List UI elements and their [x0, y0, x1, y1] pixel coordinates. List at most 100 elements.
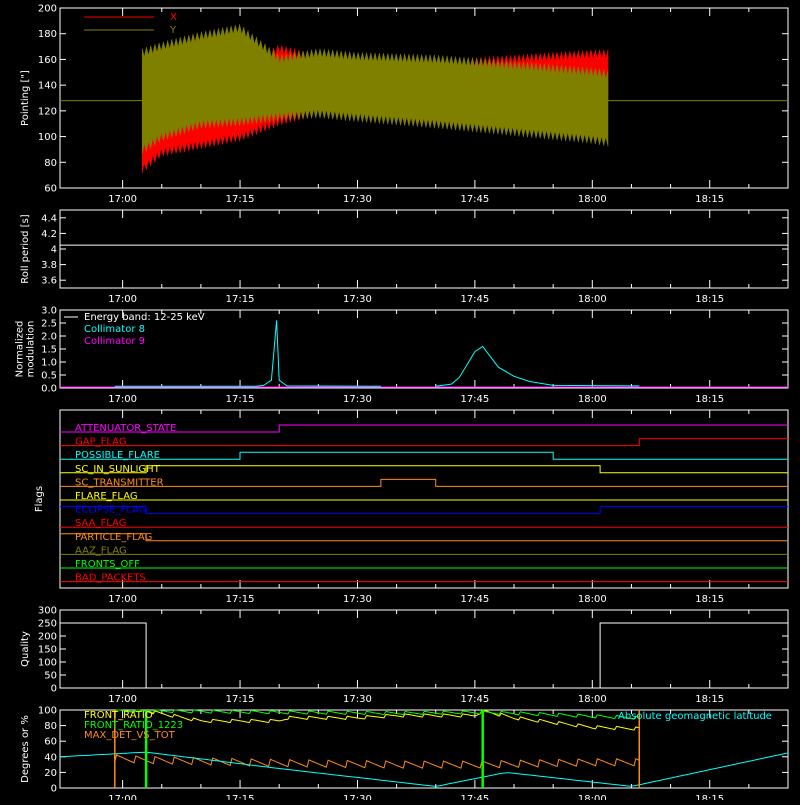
ratios-ylabel: Degrees or %: [20, 715, 31, 783]
ratio-line-front-ratio: [114, 709, 640, 731]
roll-xtick-label: 18:15: [695, 294, 724, 305]
flag-label: SC_IN_SUNLIGHT: [75, 464, 161, 475]
flags-xtick-label: 17:00: [108, 594, 137, 605]
quality-ytick-label: 300: [38, 606, 57, 617]
quality-ytick-label: 150: [38, 645, 57, 656]
roll-xtick-label: 17:30: [343, 294, 372, 305]
quality-ytick-label: 250: [38, 619, 57, 630]
pointing-frame: [59, 7, 789, 189]
roll-xtick-label: 17:00: [108, 294, 137, 305]
modulation-ytick-label: 3.0: [41, 306, 57, 317]
ratios-legend-label: FRONT_RATIO: [84, 710, 153, 721]
pointing-xtick-label: 17:15: [226, 194, 255, 205]
flag-line-attenuator-state: [60, 424, 788, 433]
ratios-ytick-label: 80: [44, 721, 57, 732]
quality-xtick-label: 17:45: [460, 694, 489, 705]
roll-ytick-label: 4.4: [41, 213, 57, 224]
ratios-ytick-label: 100: [38, 706, 57, 717]
quality-xtick-label: 17:30: [343, 694, 372, 705]
roll-ytick-label: 4: [51, 245, 57, 256]
flag-label: POSSIBLE_FLARE: [75, 450, 160, 461]
pointing-ytick-label: 200: [38, 4, 57, 15]
roll-ytick-label: 3.8: [41, 260, 57, 271]
quality-xtick-label: 18:00: [578, 694, 607, 705]
ratio-line-absolute-geomagnetic-latitude: [59, 751, 789, 787]
quality-ytick-label: 200: [38, 632, 57, 643]
flags-ylabel: Flags: [34, 486, 45, 512]
pointing-ytick-label: 140: [38, 81, 57, 92]
flag-line-gap-flag: [60, 438, 788, 447]
flag-label: FRONTS_OFF: [75, 559, 140, 570]
pointing-xtick-label: 18:15: [695, 194, 724, 205]
flag-label: AAZ_FLAG: [75, 545, 127, 556]
modulation-ytick-label: 0.0: [41, 384, 57, 395]
flag-line-particle-flag: [60, 533, 788, 542]
pointing-ytick-label: 160: [38, 55, 57, 66]
modulation-ytick-label: 2.5: [41, 319, 57, 330]
flag-label: ECLIPSE_FLAG: [75, 505, 146, 516]
quality-ylabel: Quality: [20, 631, 31, 667]
flag-line-eclipse-flag: [60, 506, 788, 515]
flag-label: FLARE_FLAG: [75, 491, 138, 502]
flags-xtick-label: 17:15: [226, 594, 255, 605]
ratio-line-front-ratio-1223: [114, 709, 640, 720]
modulation-xtick-label: 18:15: [695, 394, 724, 405]
modulation-ytick-label: 0.5: [41, 371, 57, 382]
flag-label: PARTICLE_FLAG: [75, 532, 152, 543]
flag-label: ATTENUATOR_STATE: [75, 423, 176, 434]
quality-ytick-label: 100: [38, 658, 57, 669]
modulation-ytick-label: 1.0: [41, 358, 57, 369]
modulation-xtick-label: 17:30: [343, 394, 372, 405]
flag-line-sc-transmitter: [60, 478, 788, 487]
ratios-legend-label: FRONT_RATIO_1223: [84, 720, 183, 731]
flag-line-possible-flare: [60, 451, 788, 460]
flags-xtick-label: 18:00: [578, 594, 607, 605]
ratios-legend-label: MAX_DET_VS_TOT: [84, 730, 176, 741]
modulation-legend-label: Energy band: 12-25 keV: [84, 312, 205, 323]
flags-xtick-label: 18:15: [695, 594, 724, 605]
modulation-xtick-label: 17:00: [108, 394, 137, 405]
quality-frame: [59, 609, 789, 689]
modulation-xtick-label: 17:15: [226, 394, 255, 405]
ratios-xtick-label: 17:30: [343, 794, 372, 800]
ratios-ytick-label: 0: [51, 784, 57, 795]
flag-label: BAD_PACKETS: [75, 573, 146, 584]
collimator-8-line: [435, 345, 640, 387]
quality-line: [60, 622, 788, 689]
modulation-ylabel: modulation: [26, 321, 37, 378]
pointing-band-y: [141, 24, 609, 154]
ratios-xtick-label: 18:15: [695, 794, 724, 800]
roll-ylabel: Roll period [s]: [20, 214, 31, 283]
pointing-xtick-label: 17:00: [108, 194, 137, 205]
roll-frame: [59, 209, 789, 289]
quality-ytick-label: 50: [44, 671, 57, 682]
modulation-legend-label: Collimator 8: [84, 324, 145, 335]
modulation-legend-label: Collimator 9: [84, 336, 145, 347]
pointing-ytick-label: 60: [44, 184, 57, 195]
flags-xtick-label: 17:30: [343, 594, 372, 605]
ratios-xtick-label: 17:45: [460, 794, 489, 800]
flag-line-sc-in-sunlight: [60, 465, 788, 474]
ratios-frame: [59, 709, 789, 789]
modulation-xtick-label: 18:00: [578, 394, 607, 405]
ratios-ytick-label: 20: [44, 768, 57, 779]
modulation-ytick-label: 2.0: [41, 332, 57, 343]
flags-frame: [59, 409, 789, 589]
quality-xtick-label: 18:15: [695, 694, 724, 705]
pointing-ylabel: Pointing ["]: [20, 70, 31, 126]
flags-xtick-label: 17:45: [460, 594, 489, 605]
pointing-ytick-label: 180: [38, 29, 57, 40]
ratios-ytick-label: 40: [44, 752, 57, 763]
flag-label: GAP_FLAG: [75, 437, 127, 448]
pointing-ytick-label: 120: [38, 106, 57, 117]
ratio-line-max-det-vs-tot: [114, 754, 640, 769]
pointing-xtick-label: 17:30: [343, 194, 372, 205]
ratios-xtick-label: 18:00: [578, 794, 607, 800]
ratios-xtick-label: 17:15: [226, 794, 255, 800]
geomagnetic-latitude-label: Absolute geomagnetic latitude: [618, 711, 772, 722]
roll-xtick-label: 18:00: [578, 294, 607, 305]
quality-xtick-label: 17:00: [108, 694, 137, 705]
pointing-ytick-label: 80: [44, 158, 57, 169]
